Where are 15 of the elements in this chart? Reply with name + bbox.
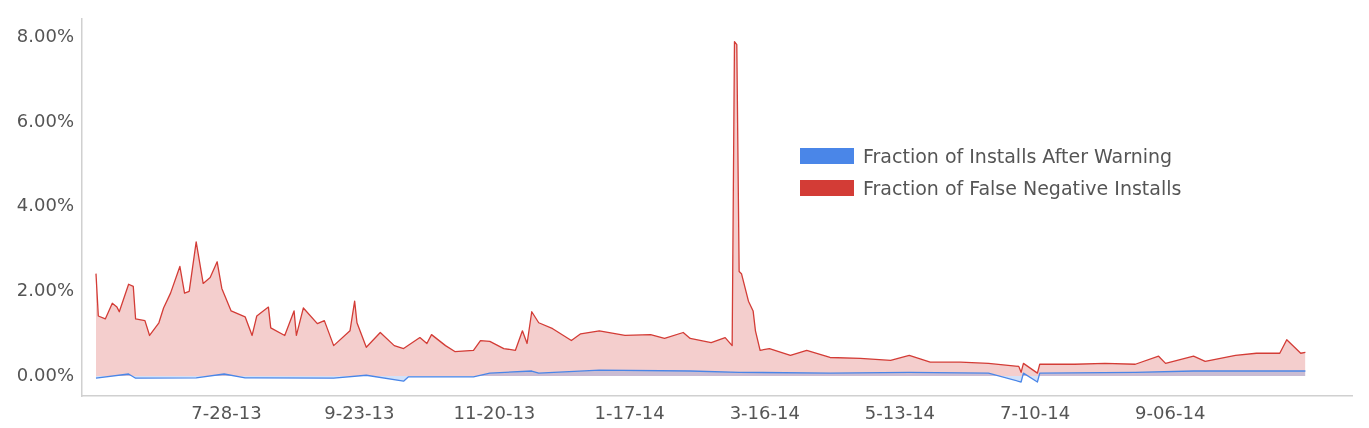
- x-tick-label: 7-28-13: [191, 402, 262, 424]
- x-tick-label: 9-06-14: [1135, 402, 1206, 424]
- legend-label: Fraction of False Negative Installs: [863, 177, 1182, 199]
- y-tick-label: 2.00%: [16, 279, 74, 301]
- y-tick-label: 8.00%: [16, 25, 74, 47]
- y-tick-label: 6.00%: [16, 109, 74, 131]
- x-tick-label: 7-10-14: [999, 402, 1071, 424]
- x-tick-label: 5-13-14: [864, 402, 936, 424]
- y-tick-label: 0.00%: [16, 363, 74, 385]
- legend-label: Fraction of Installs After Warning: [863, 145, 1173, 167]
- x-tick-label: 9-23-13: [324, 402, 395, 424]
- x-tick-label: 1-17-14: [594, 402, 665, 424]
- x-tick-label: 3-16-14: [729, 402, 800, 424]
- x-tick-label: 11-20-13: [453, 402, 536, 424]
- y-tick-label: 4.00%: [16, 194, 74, 216]
